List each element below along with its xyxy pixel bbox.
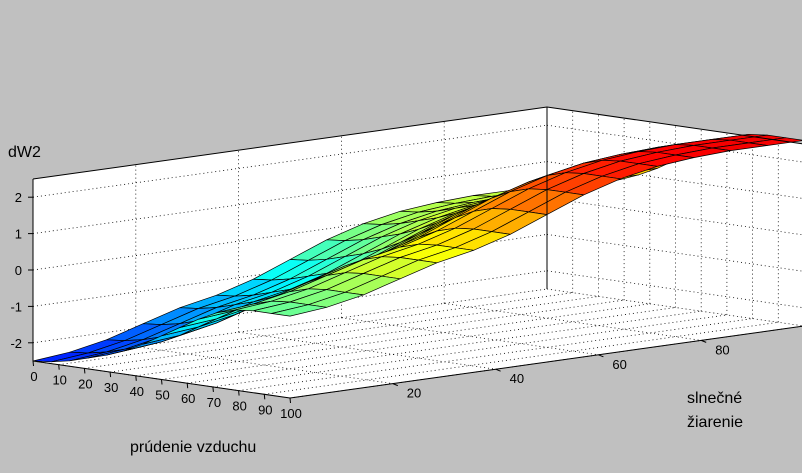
x-axis-label: prúdenie vzduchu (130, 439, 256, 456)
x-tick (186, 383, 189, 389)
y-tick (392, 383, 398, 387)
z-tick-label: -2 (10, 336, 22, 351)
grid-line-back-z (546, 124, 802, 163)
x-tick-label: 90 (258, 402, 272, 417)
x-tick-label: 100 (280, 406, 302, 421)
grid-line-floor-y (444, 303, 702, 341)
x-tick-label: 10 (52, 373, 66, 388)
y-axis-label-line1: slnečné (687, 390, 742, 407)
grid-line-floor-y (238, 331, 496, 370)
surface-cell (271, 304, 328, 317)
grid-line-back-z (546, 161, 802, 199)
axis-lines (28, 106, 802, 404)
grid-line-floor-x (264, 321, 779, 395)
x-tick-label: 70 (207, 395, 221, 410)
z-tick-label: -1 (10, 299, 22, 314)
grid-line-floor-x (187, 310, 702, 384)
x-tick (212, 386, 214, 392)
x-tick (32, 360, 34, 367)
x-tick-label: 80 (232, 399, 246, 414)
grid-lines (32, 107, 802, 399)
grid-line-floor-x (32, 288, 548, 362)
grid-line-back-z (546, 270, 802, 308)
left-top-edge (32, 106, 548, 180)
y-tick (495, 368, 501, 372)
surface-mesh (32, 133, 802, 363)
x-tick (263, 394, 266, 400)
z-axis-label: dW2 (8, 144, 41, 161)
x-tick-label: 20 (78, 376, 92, 391)
x-tick-label: 0 (30, 369, 37, 384)
grid-line-floor-x (161, 307, 676, 380)
x-tick-label: 40 (130, 384, 144, 399)
z-tick-label: 2 (15, 190, 22, 205)
z-tick-label: 0 (15, 263, 22, 278)
x-tick (58, 364, 60, 370)
y-tick (701, 339, 707, 343)
grid-line-back-z (546, 197, 802, 236)
grid-line-floor-y (135, 346, 393, 384)
y-axis-line (289, 325, 802, 399)
x-tick (83, 368, 86, 374)
back-top-edge (546, 106, 802, 145)
x-tick-label: 30 (104, 380, 118, 395)
grid-line-floor-y (341, 317, 599, 356)
tick-labels: 0 10 20 30 40 50 60 70 80 90 100 20 40 60 80 -2 -1 0 1 2 (10, 190, 729, 421)
grid-line-left-z (32, 124, 548, 198)
x-tick-label: 60 (181, 391, 195, 406)
y-tick (598, 354, 604, 358)
x-tick (161, 379, 163, 385)
y-tick-label: 40 (510, 371, 524, 386)
y-tick-label: 80 (715, 342, 729, 357)
z-tick-label: 1 (15, 227, 22, 242)
grid-line-floor-x (84, 296, 599, 369)
grid-line-left-z (32, 161, 548, 234)
grid-line-floor-x (135, 303, 650, 377)
x-tick (135, 375, 137, 381)
left-wall-pane (33, 107, 547, 361)
grid-line-floor-x (212, 314, 727, 388)
x-tick-label: 50 (155, 388, 169, 403)
grid-line-floor-x (238, 318, 753, 391)
y-axis-label-line2: žiarenie (687, 414, 743, 431)
grid-line-floor-y (546, 288, 802, 327)
grid-line-floor-x (58, 292, 573, 366)
x-tick (109, 372, 112, 378)
x-tick (238, 390, 240, 396)
grid-line-floor-x (110, 299, 625, 373)
y-tick-label: 20 (407, 386, 421, 401)
grid-line-back-z (546, 234, 802, 272)
y-tick-label: 60 (612, 357, 626, 372)
grid-line-left-z (32, 270, 548, 344)
x-tick (289, 397, 291, 404)
